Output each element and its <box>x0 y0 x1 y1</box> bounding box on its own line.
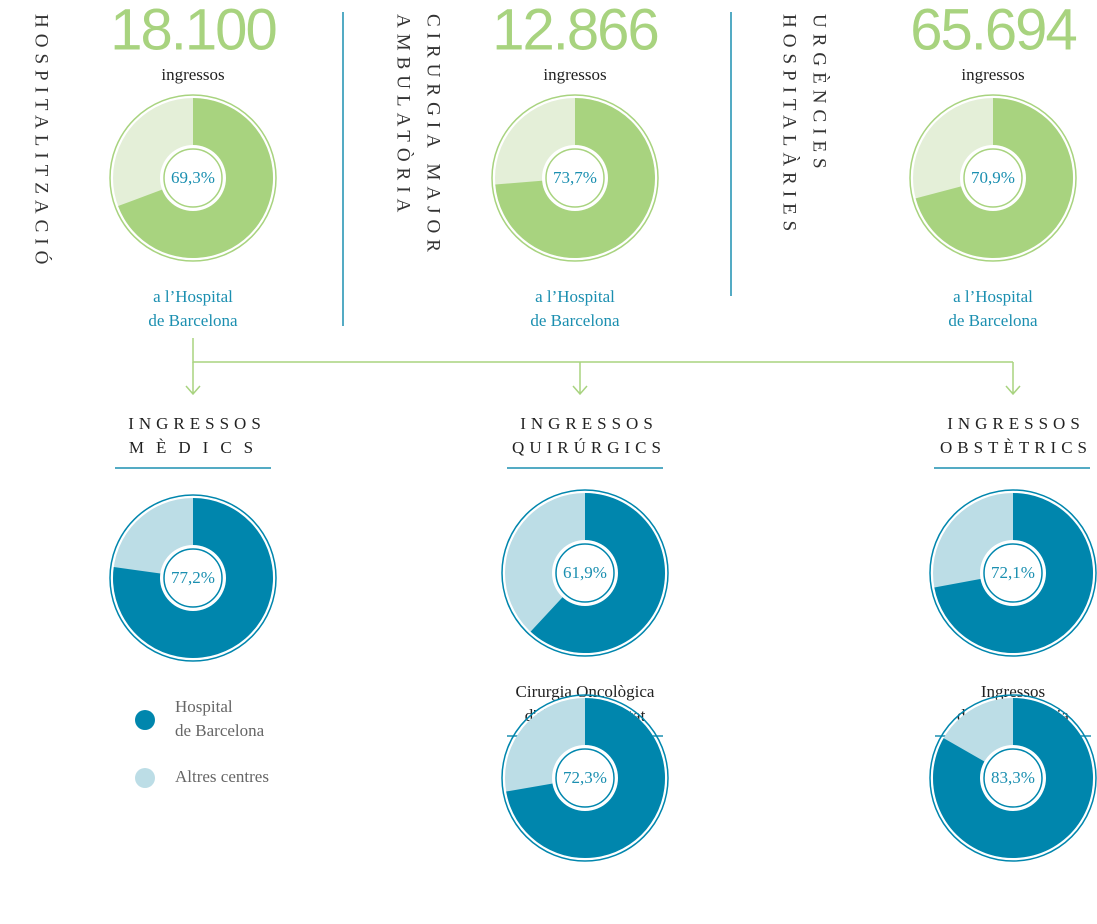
value-label: 77,2% <box>171 568 215 587</box>
subsection-title: OBSTÈTRICS <box>940 438 1092 457</box>
subsection-title: INGRESSOS <box>947 414 1085 433</box>
donut-segment <box>934 493 1094 653</box>
donut-segment <box>933 698 1093 859</box>
title-line: HOSPITALÀRIES <box>779 14 801 237</box>
donut-outline <box>501 489 669 657</box>
caption: de Barcelona <box>148 311 238 330</box>
donut-segment <box>495 98 655 259</box>
legend-label: Hospital <box>175 697 233 716</box>
vertical-title: HOSPITALITZACIÓ <box>31 14 53 270</box>
legend-swatch <box>135 710 155 730</box>
value-label: 73,7% <box>553 168 597 187</box>
value-label: 72,1% <box>991 563 1035 582</box>
subsection-title: Cirurgia Oncològica <box>516 682 655 701</box>
donut-segment <box>915 98 1073 258</box>
donut-inner-ring <box>163 148 223 208</box>
donut-segment <box>530 493 666 653</box>
donut-outline <box>501 694 669 862</box>
legend-label: de Barcelona <box>175 721 265 740</box>
title-line: CIRURGIA MAJOR <box>423 14 444 258</box>
subsection-title: INGRESSOS <box>128 414 266 433</box>
title-line: URGÈNCIES <box>809 14 831 175</box>
donut-segment <box>506 698 665 858</box>
vertical-title: URGÈNCIES HOSPITALÀRIES <box>779 14 831 237</box>
donut-inner-ring <box>983 543 1043 603</box>
connector <box>185 338 1021 396</box>
donut-outline <box>929 489 1097 657</box>
donut-inner-ring <box>963 148 1023 208</box>
vertical-title: CIRURGIA MAJOR AMBULATÒRIA <box>393 14 444 258</box>
value-label: 69,3% <box>171 168 215 187</box>
title-line: AMBULATÒRIA <box>393 14 415 218</box>
count: 65.694 <box>910 0 1076 62</box>
title-line: HOSPITALITZACIÓ <box>31 14 53 270</box>
donut-inner-ring <box>545 148 605 208</box>
unit: ingressos <box>161 65 224 84</box>
donut-outline <box>491 94 659 262</box>
value-label: 70,9% <box>971 168 1015 187</box>
donut-segment <box>113 498 274 658</box>
count: 18.100 <box>110 0 275 62</box>
donut-outline <box>929 694 1097 862</box>
subsection-title: MÈDICS <box>129 438 265 457</box>
donut-inner-ring <box>163 548 223 608</box>
unit: ingressos <box>543 65 606 84</box>
caption: de Barcelona <box>530 311 620 330</box>
legend-swatch <box>135 768 155 788</box>
donut-outline <box>909 94 1077 262</box>
donut-outline <box>109 494 277 662</box>
subsection-title: INGRESSOS <box>520 414 658 433</box>
value-label: 83,3% <box>991 768 1035 787</box>
value-label: 72,3% <box>563 768 607 787</box>
caption: a l’Hospital <box>953 287 1033 306</box>
legend-label: Altres centres <box>175 767 269 786</box>
donut-outline <box>109 94 277 262</box>
donut-inner-ring <box>983 748 1043 808</box>
caption: a l’Hospital <box>535 287 615 306</box>
count: 12.866 <box>492 0 657 62</box>
value-label: 61,9% <box>563 563 607 582</box>
donut-segment <box>118 98 273 258</box>
donut-inner-ring <box>555 748 615 808</box>
caption: de Barcelona <box>948 311 1038 330</box>
donut-inner-ring <box>555 543 615 603</box>
caption: a l’Hospital <box>153 287 233 306</box>
unit: ingressos <box>961 65 1024 84</box>
subsection-title: QUIRÚRGICS <box>512 438 666 457</box>
